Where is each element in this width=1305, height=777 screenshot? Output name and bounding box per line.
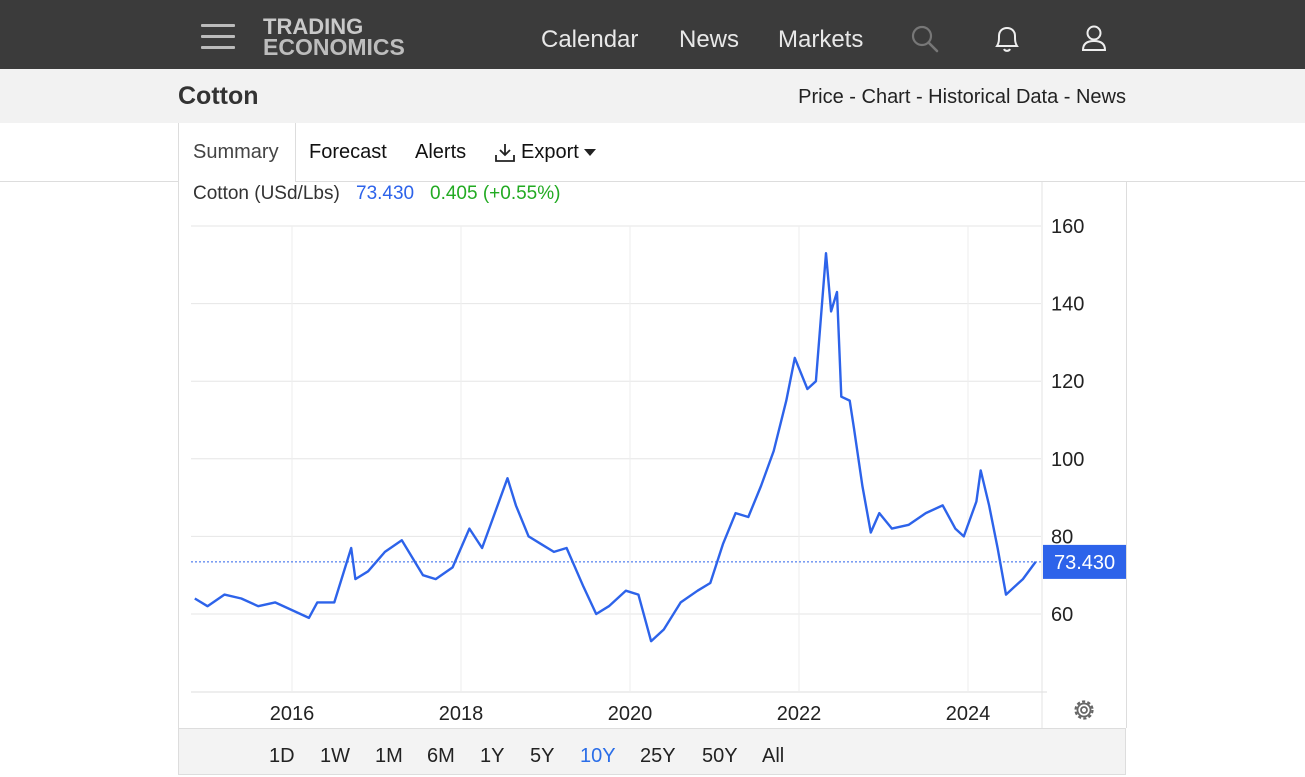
- logo-line-2: ECONOMICS: [263, 34, 405, 60]
- y-tick-label: 60: [1051, 604, 1073, 626]
- range-button-25y[interactable]: 25Y: [640, 745, 676, 767]
- nav-markets[interactable]: Markets: [778, 26, 864, 53]
- nav-calendar[interactable]: Calendar: [541, 26, 639, 53]
- tab-alerts[interactable]: Alerts: [415, 141, 467, 163]
- y-tick-label: 140: [1051, 294, 1084, 316]
- range-button-1m[interactable]: 1M: [375, 745, 403, 767]
- range-button-1w[interactable]: 1W: [320, 745, 350, 767]
- x-tick-label: 2020: [608, 703, 653, 725]
- chart-frame-left: [178, 182, 179, 728]
- search-icon[interactable]: [910, 24, 940, 54]
- caret-down-icon[interactable]: [584, 149, 596, 157]
- chart-settings-gear-icon[interactable]: [1074, 700, 1094, 720]
- bell-icon[interactable]: [993, 24, 1021, 54]
- tab-summary-box: [178, 123, 296, 182]
- last-price-badge: [1043, 544, 1126, 579]
- x-tick-label: 2016: [270, 703, 315, 725]
- x-tick-label: 2024: [946, 703, 991, 725]
- quote-name: Cotton (USd/Lbs): [193, 183, 340, 204]
- quote-change: 0.405 (+0.55%): [430, 183, 560, 204]
- user-icon[interactable]: [1080, 24, 1108, 54]
- range-button-1d[interactable]: 1D: [269, 745, 295, 767]
- breadcrumb[interactable]: Price - Chart - Historical Data - News: [798, 86, 1126, 108]
- trading-economics-logo[interactable]: TRADING ECONOMICS: [263, 14, 405, 60]
- range-selector: [178, 728, 1126, 775]
- quote-price: 73.430: [356, 183, 414, 204]
- logo-line-1: TRADING: [263, 14, 364, 39]
- page-title: Cotton: [178, 82, 259, 110]
- range-button-10y[interactable]: 10Y: [580, 745, 616, 767]
- tabs-divider: [0, 181, 1305, 182]
- y-tick-label: 120: [1051, 371, 1084, 393]
- top-navigation-bar: TRADING ECONOMICS Calendar News Markets: [0, 0, 1305, 69]
- last-price-label: 73.430: [1054, 552, 1115, 574]
- tab-export[interactable]: Export: [521, 141, 579, 163]
- y-tick-label: 80: [1051, 526, 1073, 548]
- x-tick-label: 2018: [439, 703, 484, 725]
- download-icon[interactable]: [494, 143, 516, 163]
- page-header-bar: [0, 69, 1305, 123]
- chart-frame-right: [1126, 182, 1127, 728]
- y-tick-label: 160: [1051, 216, 1084, 238]
- series-line: [194, 252, 1037, 643]
- tab-summary[interactable]: Summary: [193, 141, 279, 163]
- range-button-all[interactable]: All: [762, 745, 785, 767]
- menu-icon[interactable]: [201, 24, 235, 50]
- range-button-50y[interactable]: 50Y: [702, 745, 738, 767]
- x-tick-label: 2022: [777, 703, 822, 725]
- range-button-6m[interactable]: 6M: [427, 745, 455, 767]
- nav-news[interactable]: News: [679, 26, 740, 53]
- range-button-5y[interactable]: 5Y: [530, 745, 555, 767]
- range-button-1y[interactable]: 1Y: [480, 745, 505, 767]
- tab-forecast[interactable]: Forecast: [309, 141, 387, 163]
- y-tick-label: 100: [1051, 449, 1084, 471]
